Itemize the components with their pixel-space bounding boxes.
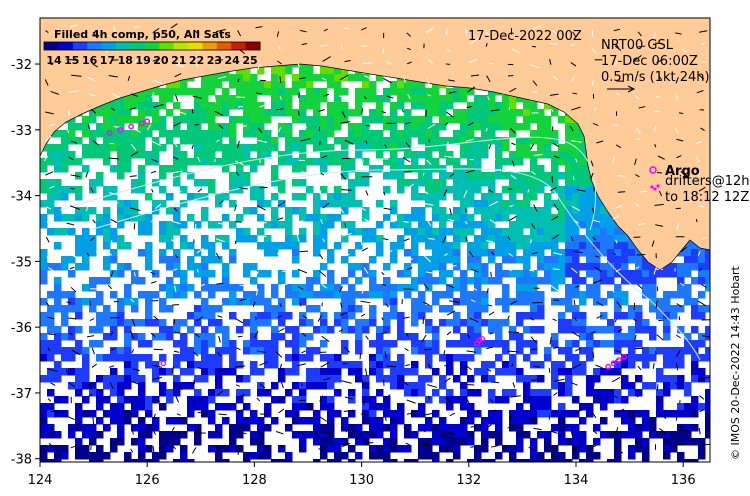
vector-time: 17-Dec 06:00Z: [601, 54, 698, 69]
argo-point: [610, 360, 617, 367]
colorbar-frame: [43, 41, 261, 51]
colorbar-swatch: [72, 42, 88, 50]
colorbar-swatches: [44, 42, 261, 50]
y-tick-label: -38: [11, 453, 32, 468]
argo-point: [605, 363, 612, 370]
x-tick-label: 124: [28, 473, 53, 488]
colorbar-swatch: [116, 42, 131, 50]
colorbar-tick-label: 17: [100, 54, 115, 67]
y-tick-label: -33: [11, 124, 32, 139]
colorbar-swatch: [173, 42, 189, 50]
colorbar-swatch: [216, 42, 232, 50]
argo-track: [605, 353, 628, 370]
colorbar-title: Filled 4h comp, p50, All Sats: [54, 28, 231, 41]
colorbar-tick-label: 15: [64, 54, 79, 67]
y-axis: -32 -33 -34 -35 -36 -37 -38: [11, 58, 40, 468]
argo-point: [117, 126, 124, 133]
x-tick-label: 132: [456, 473, 481, 488]
current-vectors: [44, 23, 710, 455]
colorbar-tick-label: 22: [189, 54, 204, 67]
colorbar-swatch: [231, 42, 247, 50]
land-mass: [40, 18, 710, 271]
credit-text: © IMOS 20-Dec-2022 14:43 Hobart: [729, 265, 742, 460]
x-axis: 124 126 128 130 132 134 136: [28, 462, 696, 488]
x-tick-label: 134: [564, 473, 589, 488]
colorbar-swatch: [159, 42, 175, 50]
colorbar-tick-label: 23: [207, 54, 222, 67]
y-tick-label: -35: [11, 255, 32, 270]
argo-point: [479, 336, 486, 342]
x-tick-label: 128: [242, 473, 267, 488]
vector-scale: 0.5m/s (1kt 24h): [601, 70, 710, 85]
x-tick-label: 126: [135, 473, 160, 488]
colorbar-swatch: [58, 42, 74, 50]
argo-point: [128, 123, 135, 130]
plot-area: [40, 18, 710, 462]
colorbar: Filled 4h comp, p50, All Sats 14 15 16 17 18…: [43, 28, 261, 67]
argo-drifter-tracks: [106, 118, 628, 370]
colorbar-swatch: [44, 42, 59, 50]
colorbar-tick-label: 16: [82, 54, 98, 67]
colorbar-ticks: 14 15 16 17 18 19 20 21 22 23 24 25: [46, 54, 257, 67]
legend: Argo drifters@12h to 18:12 12Z: [649, 164, 750, 205]
argo-point: [160, 360, 167, 367]
y-tick-label: -34: [11, 190, 32, 205]
colorbar-tick-label: 19: [135, 54, 150, 67]
colorbar-swatch: [245, 42, 261, 50]
argo-legend-label: Argo: [665, 164, 700, 179]
drifters-legend-line1: drifters@12h: [665, 174, 750, 189]
colorbar-swatch: [202, 42, 218, 50]
colorbar-tick-label: 18: [118, 54, 133, 67]
colorbar-tick-label: 14: [46, 54, 62, 67]
bathymetry-contours: [59, 136, 701, 361]
argo-point: [615, 357, 622, 363]
product-name: NRT00 GSL: [601, 38, 674, 53]
colorbar-tick-label: 24: [225, 54, 241, 67]
y-tick-label: -37: [11, 387, 32, 402]
y-tick-label: -36: [11, 321, 32, 336]
argo-point: [106, 130, 113, 137]
argo-track: [106, 118, 151, 137]
colorbar-tick-label: 21: [171, 54, 186, 67]
colorbar-swatch: [144, 42, 160, 50]
argo-legend-marker: [649, 166, 657, 174]
colorbar-swatch: [101, 42, 117, 50]
colorbar-swatch: [87, 42, 103, 50]
colorbar-tick-label: 20: [153, 54, 169, 67]
plot-frame: [39, 17, 711, 463]
colorbar-tick-label: 25: [242, 54, 257, 67]
scale-arrow: [607, 85, 636, 93]
y-tick-label: -32: [11, 58, 32, 73]
argo-track: [473, 336, 486, 347]
argo-point: [138, 120, 145, 127]
argo-track: [160, 360, 167, 367]
map-date: 17-Dec-2022 00Z: [468, 29, 582, 44]
argo-point: [144, 118, 151, 125]
x-tick-label: 130: [349, 473, 374, 488]
drifters-legend-line2: to 18:12 12Z: [665, 190, 749, 205]
argo-point: [621, 353, 628, 360]
colorbar-swatch: [188, 42, 203, 50]
drifter-legend-marker: [650, 184, 660, 191]
colorbar-swatch: [130, 42, 146, 50]
x-tick-label: 136: [671, 473, 696, 488]
